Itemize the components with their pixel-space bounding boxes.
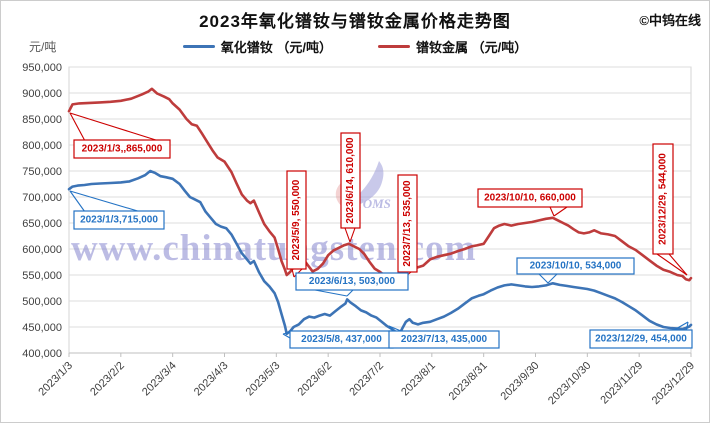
x-tick-label: 2023/4/3 bbox=[192, 360, 231, 399]
annotation-leader-line bbox=[549, 206, 555, 217]
legend-line-swatch bbox=[378, 45, 410, 48]
annotation-callout: 2023/5/8, 437,000 bbox=[282, 330, 394, 349]
annotation-label: 2023/5/9, 550,000 bbox=[291, 179, 302, 260]
annotation-leader-line bbox=[349, 227, 356, 243]
annotation-label: 2023/10/10, 534,000 bbox=[530, 261, 622, 272]
y-tick-label: 600,000 bbox=[22, 244, 62, 256]
y-tick-label: 700,000 bbox=[22, 192, 62, 204]
annotation-callout: 2023/7/13, 435,000 bbox=[388, 325, 500, 349]
annotation-leader-line bbox=[538, 273, 549, 284]
annotation-callout: 2023/7/13, 535,000 bbox=[397, 174, 418, 282]
annotation-label: 2023/6/14, 610,000 bbox=[345, 137, 356, 224]
annotation-leader-line bbox=[344, 227, 351, 243]
annotation-box bbox=[652, 143, 674, 255]
annotation-box bbox=[516, 257, 635, 275]
x-tick-label: 2023/10/30 bbox=[546, 360, 593, 407]
annotation-leader-line bbox=[553, 206, 568, 217]
annotation-leader-line bbox=[69, 190, 86, 213]
annotation-label: 2023/1/3,,865,000 bbox=[82, 144, 163, 155]
oxide-series-line bbox=[67, 169, 693, 337]
annotation-leader-line bbox=[69, 112, 160, 142]
annotation-label: 2023/6/13, 503,000 bbox=[309, 276, 396, 287]
legend-item-1: 镨钕金属 （元/吨） bbox=[378, 37, 527, 56]
y-tick-label: 800,000 bbox=[22, 140, 62, 152]
legend-label: 氧化镨钕 （元/吨） bbox=[220, 40, 332, 55]
annotation-callout: 2023/6/13, 503,000 bbox=[295, 272, 409, 297]
x-tick-label: 2023/5/3 bbox=[244, 360, 283, 399]
watermark-logo-blue-swoosh bbox=[342, 161, 384, 209]
annotation-label: 2023/12/29, 544,000 bbox=[658, 153, 669, 245]
annotation-callout: 2023/12/29, 454,000 bbox=[589, 321, 693, 349]
annotation-callout: 2023/1/3,,865,000 bbox=[69, 112, 171, 159]
x-tick-label: 2023/3/4 bbox=[140, 360, 179, 399]
annotation-box bbox=[477, 188, 583, 208]
y-tick-label: 900,000 bbox=[22, 88, 62, 100]
legend-label: 镨钕金属 （元/吨） bbox=[416, 40, 528, 55]
annotation-callout: 2023/12/29, 544,000 bbox=[652, 143, 688, 276]
annotation-leader-line bbox=[282, 333, 291, 339]
annotation-label: 2023/12/29, 454,000 bbox=[595, 334, 687, 345]
y-tick-label: 550,000 bbox=[22, 270, 62, 282]
annotation-label: 2023/1/3,715,000 bbox=[80, 215, 158, 226]
annotation-leader-line bbox=[668, 253, 688, 276]
annotation-leader-line bbox=[69, 112, 86, 142]
x-tick-label: 2023/8/1 bbox=[399, 360, 438, 399]
y-tick-label: 950,000 bbox=[22, 62, 62, 74]
annotation-label: 2023/7/13, 435,000 bbox=[401, 334, 488, 345]
y-axis-unit-label: 元/吨 bbox=[29, 40, 57, 54]
y-tick-label: 500,000 bbox=[22, 296, 62, 308]
y-tick-label: 750,000 bbox=[22, 166, 62, 178]
annotation-leader-line bbox=[673, 321, 689, 331]
annotation-callout: 2023/6/14, 610,000 bbox=[340, 132, 361, 243]
annotation-box bbox=[589, 329, 693, 349]
annotation-box bbox=[295, 272, 409, 291]
x-tick-label: 2023/6/2 bbox=[296, 360, 335, 399]
annotation-callout: 2023/1/3,715,000 bbox=[69, 190, 165, 230]
x-tick-label: 2023/11/29 bbox=[598, 360, 645, 407]
y-tick-label: 650,000 bbox=[22, 218, 62, 230]
annotation-callout: 2023/10/10, 534,000 bbox=[516, 257, 635, 284]
annotation-box bbox=[388, 330, 500, 349]
annotation-leader-line bbox=[547, 273, 558, 284]
annotation-leader-line bbox=[69, 190, 142, 213]
x-tick-label: 2023/7/2 bbox=[347, 360, 386, 399]
metal-series-line bbox=[67, 87, 693, 285]
annotation-leader-line bbox=[314, 289, 348, 297]
annotation-box bbox=[286, 170, 307, 270]
y-tick-label: 850,000 bbox=[22, 114, 62, 126]
annotation-box bbox=[397, 174, 418, 273]
annotation-leader-line bbox=[656, 253, 688, 276]
annotation-leader-line bbox=[346, 289, 354, 297]
x-tick-label: 2023/8/31 bbox=[447, 360, 490, 403]
x-tick-label: 2023/12/29 bbox=[650, 360, 697, 407]
y-tick-label: 450,000 bbox=[22, 322, 62, 334]
y-tick-label: 400,000 bbox=[22, 348, 62, 360]
page-title: 2023年氧化镨钕与镨钕金属价格走势图 bbox=[199, 12, 511, 31]
annotation-label: 2023/7/13, 535,000 bbox=[402, 180, 413, 267]
annotation-leader-line bbox=[291, 268, 295, 278]
annotation-label: 2023/5/8, 437,000 bbox=[301, 334, 382, 345]
annotation-callout: 2023/10/10, 660,000 bbox=[477, 188, 583, 217]
annotation-leader-line bbox=[388, 325, 402, 332]
annotation-box bbox=[73, 210, 165, 230]
chart-legend: 氧化镨钕 （元/吨） 镨钕金属 （元/吨） bbox=[1, 37, 709, 56]
x-tick-label: 2023/9/30 bbox=[499, 360, 542, 403]
watermark-logo-text: TOMS bbox=[355, 196, 391, 211]
annotation-box bbox=[340, 132, 361, 229]
legend-item-0: 氧化镨钕 （元/吨） bbox=[182, 37, 332, 56]
annotation-label: 2023/10/10, 660,000 bbox=[484, 193, 576, 204]
x-tick-label: 2023/2/2 bbox=[88, 360, 127, 399]
copyright-label: ©中钨在线 bbox=[639, 13, 701, 28]
legend-line-swatch bbox=[182, 45, 215, 48]
annotation-box bbox=[73, 139, 171, 159]
x-tick-label: 2023/1/3 bbox=[36, 360, 75, 399]
annotation-callout: 2023/5/9, 550,000 bbox=[286, 170, 307, 278]
